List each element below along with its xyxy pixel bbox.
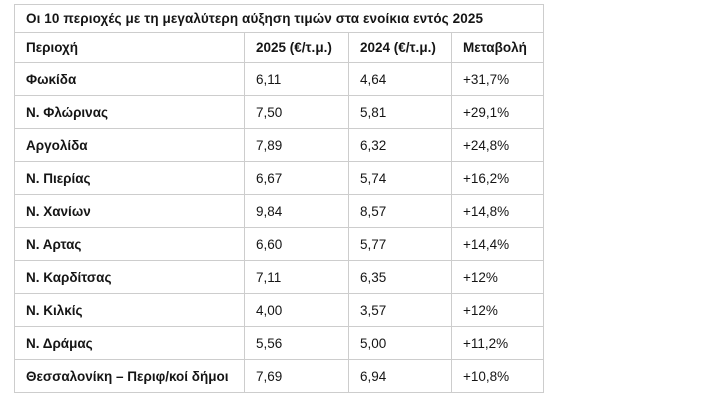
region-cell: Ν. Αρτας — [14, 227, 245, 261]
table-body: Φωκίδα 6,11 4,64 +31,7% Ν. Φλώρινας 7,50… — [14, 62, 545, 393]
table-row: Ν. Δράμας 5,56 5,00 +11,2% — [14, 326, 545, 360]
price-2024-cell: 6,35 — [348, 260, 452, 294]
region-cell: Ν. Φλώρινας — [14, 95, 245, 129]
table-row: Ν. Φλώρινας 7,50 5,81 +29,1% — [14, 95, 545, 129]
price-2024-cell: 5,77 — [348, 227, 452, 261]
table-row: Ν. Καρδίτσας 7,11 6,35 +12% — [14, 260, 545, 294]
table-row: Ν. Χανίων 9,84 8,57 +14,8% — [14, 194, 545, 228]
change-cell: +14,4% — [450, 227, 545, 261]
region-cell: Ν. Δράμας — [14, 326, 245, 360]
change-cell: +24,8% — [450, 128, 545, 162]
price-2024-cell: 8,57 — [348, 194, 452, 228]
price-2025-cell: 6,11 — [244, 62, 349, 96]
price-2024-cell: 5,00 — [348, 326, 452, 360]
table-title-row: Οι 10 περιοχές με τη μεγαλύτερη αύξηση τ… — [13, 4, 545, 33]
price-2025-cell: 7,11 — [244, 260, 349, 294]
price-2025-cell: 7,50 — [244, 95, 349, 129]
change-cell: +12% — [450, 293, 545, 327]
region-cell: Φωκίδα — [14, 62, 245, 96]
region-cell: Ν. Πιερίας — [14, 161, 245, 195]
price-2025-cell: 4,00 — [244, 293, 349, 327]
region-cell: Ν. Χανίων — [14, 194, 245, 228]
change-cell: +12% — [450, 260, 545, 294]
change-cell: +10,8% — [450, 359, 545, 393]
rent-increase-table: Οι 10 περιοχές με τη μεγαλύτερη αύξηση τ… — [13, 4, 545, 393]
change-cell: +31,7% — [450, 62, 545, 96]
table-row: Φωκίδα 6,11 4,64 +31,7% — [14, 62, 545, 96]
column-header-region: Περιοχή — [14, 32, 245, 63]
column-header-2024: 2024 (€/τ.μ.) — [348, 32, 452, 63]
price-2024-cell: 3,57 — [348, 293, 452, 327]
change-cell: +11,2% — [450, 326, 545, 360]
price-2025-cell: 7,69 — [244, 359, 349, 393]
price-2024-cell: 6,32 — [348, 128, 452, 162]
change-cell: +14,8% — [450, 194, 545, 228]
table-row: Αργολίδα 7,89 6,32 +24,8% — [14, 128, 545, 162]
table-row: Ν. Αρτας 6,60 5,77 +14,4% — [14, 227, 545, 261]
region-cell: Ν. Καρδίτσας — [14, 260, 245, 294]
region-cell: Αργολίδα — [14, 128, 245, 162]
table-row: Ν. Κιλκίς 4,00 3,57 +12% — [14, 293, 545, 327]
price-2024-cell: 5,81 — [348, 95, 452, 129]
table-title: Οι 10 περιοχές με τη μεγαλύτερη αύξηση τ… — [13, 4, 545, 33]
price-2024-cell: 6,94 — [348, 359, 452, 393]
column-header-change: Μεταβολή — [450, 32, 545, 63]
price-2025-cell: 9,84 — [244, 194, 349, 228]
price-2025-cell: 7,89 — [244, 128, 349, 162]
price-2025-cell: 5,56 — [244, 326, 349, 360]
change-cell: +29,1% — [450, 95, 545, 129]
price-2025-cell: 6,67 — [244, 161, 349, 195]
table-row: Ν. Πιερίας 6,67 5,74 +16,2% — [14, 161, 545, 195]
table-header-row: Περιοχή 2025 (€/τ.μ.) 2024 (€/τ.μ.) Μετα… — [14, 32, 545, 63]
price-2025-cell: 6,60 — [244, 227, 349, 261]
column-header-2025: 2025 (€/τ.μ.) — [244, 32, 349, 63]
change-cell: +16,2% — [450, 161, 545, 195]
price-2024-cell: 5,74 — [348, 161, 452, 195]
price-2024-cell: 4,64 — [348, 62, 452, 96]
region-cell: Ν. Κιλκίς — [14, 293, 245, 327]
table-row: Θεσσαλονίκη – Περιφ/κοί δήμοι 7,69 6,94 … — [14, 359, 545, 393]
region-cell: Θεσσαλονίκη – Περιφ/κοί δήμοι — [14, 359, 245, 393]
